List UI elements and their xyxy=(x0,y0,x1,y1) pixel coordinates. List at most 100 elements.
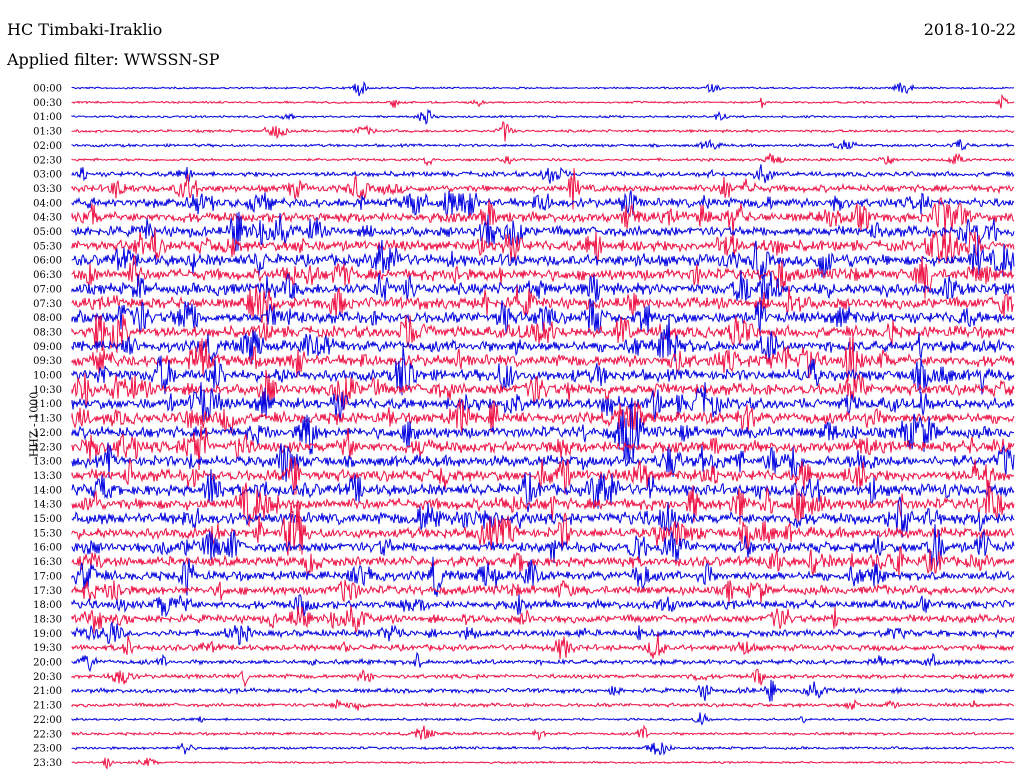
seismic-trace xyxy=(71,546,1015,577)
trace-row: 00:30 xyxy=(33,93,1015,109)
seismic-trace xyxy=(71,605,1015,634)
time-label: 19:00 xyxy=(33,629,62,640)
trace-row: 10:30 xyxy=(33,369,1015,410)
trace-row: 13:30 xyxy=(33,457,1015,496)
trace-row: 21:30 xyxy=(33,698,1015,712)
trace-row: 02:00 xyxy=(33,138,1015,152)
time-label: 18:00 xyxy=(33,600,62,611)
trace-row: 06:00 xyxy=(33,239,1015,281)
seismic-trace xyxy=(71,138,1015,151)
seismic-trace xyxy=(71,742,1015,756)
seismic-trace xyxy=(71,93,1015,109)
seismic-trace xyxy=(71,81,1015,97)
trace-row: 03:30 xyxy=(33,168,1015,210)
seismic-trace xyxy=(71,579,1015,604)
trace-row: 17:00 xyxy=(33,556,1015,597)
trace-row: 21:00 xyxy=(33,679,1015,702)
time-label: 19:30 xyxy=(33,643,62,654)
time-label: 02:30 xyxy=(33,155,62,166)
time-label: 08:30 xyxy=(33,327,62,338)
trace-row: 03:00 xyxy=(33,164,1015,184)
seismic-trace xyxy=(71,313,1015,365)
trace-row: 01:00 xyxy=(33,108,1015,125)
time-label: 16:30 xyxy=(33,557,62,568)
seismic-trace xyxy=(71,621,1015,646)
seismic-trace xyxy=(71,254,1015,299)
time-label: 21:30 xyxy=(33,701,62,712)
seismic-trace xyxy=(71,633,1015,660)
time-label: 10:30 xyxy=(33,385,62,396)
seismic-trace xyxy=(71,239,1015,281)
time-label: 23:30 xyxy=(33,758,62,769)
time-label: 17:00 xyxy=(33,571,62,582)
time-label: 04:30 xyxy=(33,213,62,224)
trace-row: 20:30 xyxy=(33,668,1015,688)
trace-row: 00:00 xyxy=(33,81,1015,97)
seismic-trace xyxy=(71,369,1015,410)
trace-row: 19:00 xyxy=(33,621,1015,646)
trace-row: 07:30 xyxy=(33,285,1015,324)
seismic-trace xyxy=(71,211,1015,252)
trace-row: 08:30 xyxy=(33,314,1015,353)
seismic-trace xyxy=(71,298,1015,335)
trace-row: 11:30 xyxy=(33,397,1015,434)
time-label: 13:00 xyxy=(33,457,62,468)
seismic-trace xyxy=(71,152,1015,167)
trace-row: 14:30 xyxy=(33,479,1015,528)
time-label: 22:00 xyxy=(33,715,62,726)
trace-row: 08:00 xyxy=(33,298,1015,335)
time-label: 05:00 xyxy=(33,227,62,238)
time-label: 22:30 xyxy=(33,729,62,740)
seismic-trace xyxy=(71,164,1015,184)
time-label: 02:00 xyxy=(33,141,62,152)
seismic-trace xyxy=(71,698,1015,711)
trace-row: 05:30 xyxy=(33,228,1015,264)
time-label: 17:30 xyxy=(33,586,62,597)
trace-row: 23:00 xyxy=(33,742,1015,756)
seismic-trace xyxy=(71,382,1015,423)
time-label: 09:00 xyxy=(33,342,62,353)
time-label: 20:00 xyxy=(33,658,62,669)
trace-row: 23:30 xyxy=(33,757,1015,770)
seismic-trace xyxy=(71,314,1015,353)
trace-row: 16:00 xyxy=(33,524,1015,569)
trace-row: 22:30 xyxy=(33,724,1015,742)
seismic-trace xyxy=(71,345,1015,396)
trace-row: 07:00 xyxy=(33,269,1015,306)
seismic-trace xyxy=(71,757,1015,770)
time-label: 09:30 xyxy=(33,356,62,367)
seismic-trace xyxy=(71,333,1015,388)
trace-row: 10:00 xyxy=(33,345,1015,396)
seismic-trace xyxy=(71,524,1015,569)
time-label: 15:30 xyxy=(33,528,62,539)
station-title: HC Timbaki-Iraklio xyxy=(7,20,163,39)
time-label: 12:00 xyxy=(33,428,62,439)
seismic-trace xyxy=(71,168,1015,210)
seismic-trace xyxy=(71,501,1015,556)
seismic-trace xyxy=(71,724,1015,742)
time-label: 23:00 xyxy=(33,744,62,755)
trace-row: 04:00 xyxy=(33,190,1015,218)
trace-row: 12:30 xyxy=(33,426,1015,471)
time-label: 01:30 xyxy=(33,127,62,138)
trace-row: 20:00 xyxy=(33,651,1015,673)
seismic-trace xyxy=(71,651,1015,673)
time-label: 11:30 xyxy=(33,414,62,425)
trace-row: 09:30 xyxy=(33,333,1015,388)
seismic-trace xyxy=(71,479,1015,528)
seismic-trace xyxy=(71,108,1015,125)
seismic-trace xyxy=(71,496,1015,538)
seismic-trace xyxy=(71,397,1015,434)
time-label: 18:30 xyxy=(33,614,62,625)
time-label: 10:00 xyxy=(33,371,62,382)
time-label: 00:30 xyxy=(33,98,62,109)
trace-row: 11:00 xyxy=(33,382,1015,423)
trace-row: 02:30 xyxy=(33,152,1015,167)
trace-row: 04:30 xyxy=(33,196,1015,234)
seismic-trace xyxy=(71,228,1015,264)
time-label: 21:00 xyxy=(33,686,62,697)
seismic-trace xyxy=(71,469,1015,513)
trace-row: 19:30 xyxy=(33,633,1015,660)
time-label: 05:30 xyxy=(33,241,62,252)
